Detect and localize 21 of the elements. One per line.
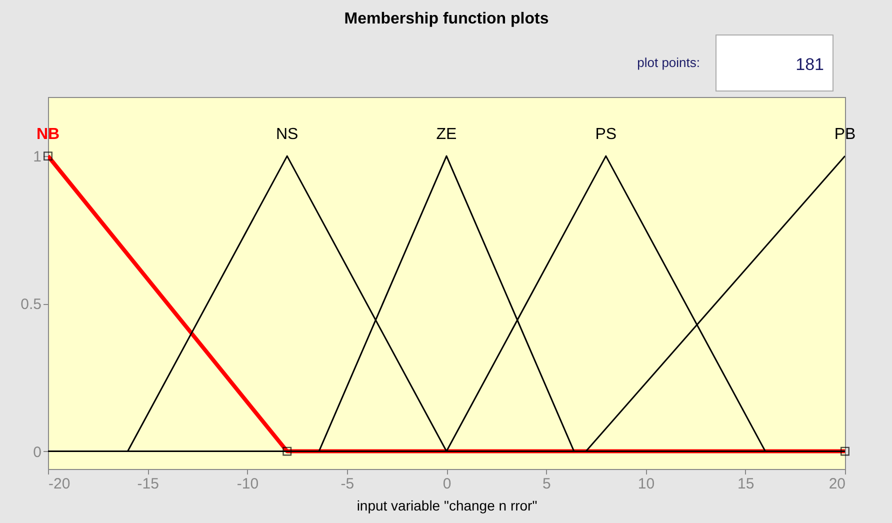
x-tick-label: 10 (638, 476, 655, 492)
x-tick-label: 5 (542, 476, 551, 492)
x-tick-label: 20 (828, 476, 846, 492)
y-tick-label: 1 (33, 148, 42, 166)
x-tick-label: -10 (236, 476, 259, 492)
x-tick-label: -5 (340, 476, 354, 492)
y-tick-label: 0.5 (20, 296, 42, 314)
series-label: NB (36, 126, 60, 144)
series-label: ZE (436, 126, 457, 144)
series-label: PS (595, 126, 617, 144)
x-axis-title: input variable "change n rror" (356, 498, 538, 514)
x-tick-label: 0 (442, 476, 452, 492)
x-tick-label: -15 (137, 476, 159, 492)
text: plot points: (637, 55, 700, 70)
text: 181 (796, 55, 824, 74)
x-tick-label: 15 (738, 476, 754, 492)
chart-title: Membership function plots (344, 10, 549, 28)
x-tick-label: -20 (48, 476, 70, 492)
series-label: PB (834, 126, 856, 144)
series-label: NS (276, 126, 298, 144)
y-tick-label: 0 (33, 444, 42, 461)
